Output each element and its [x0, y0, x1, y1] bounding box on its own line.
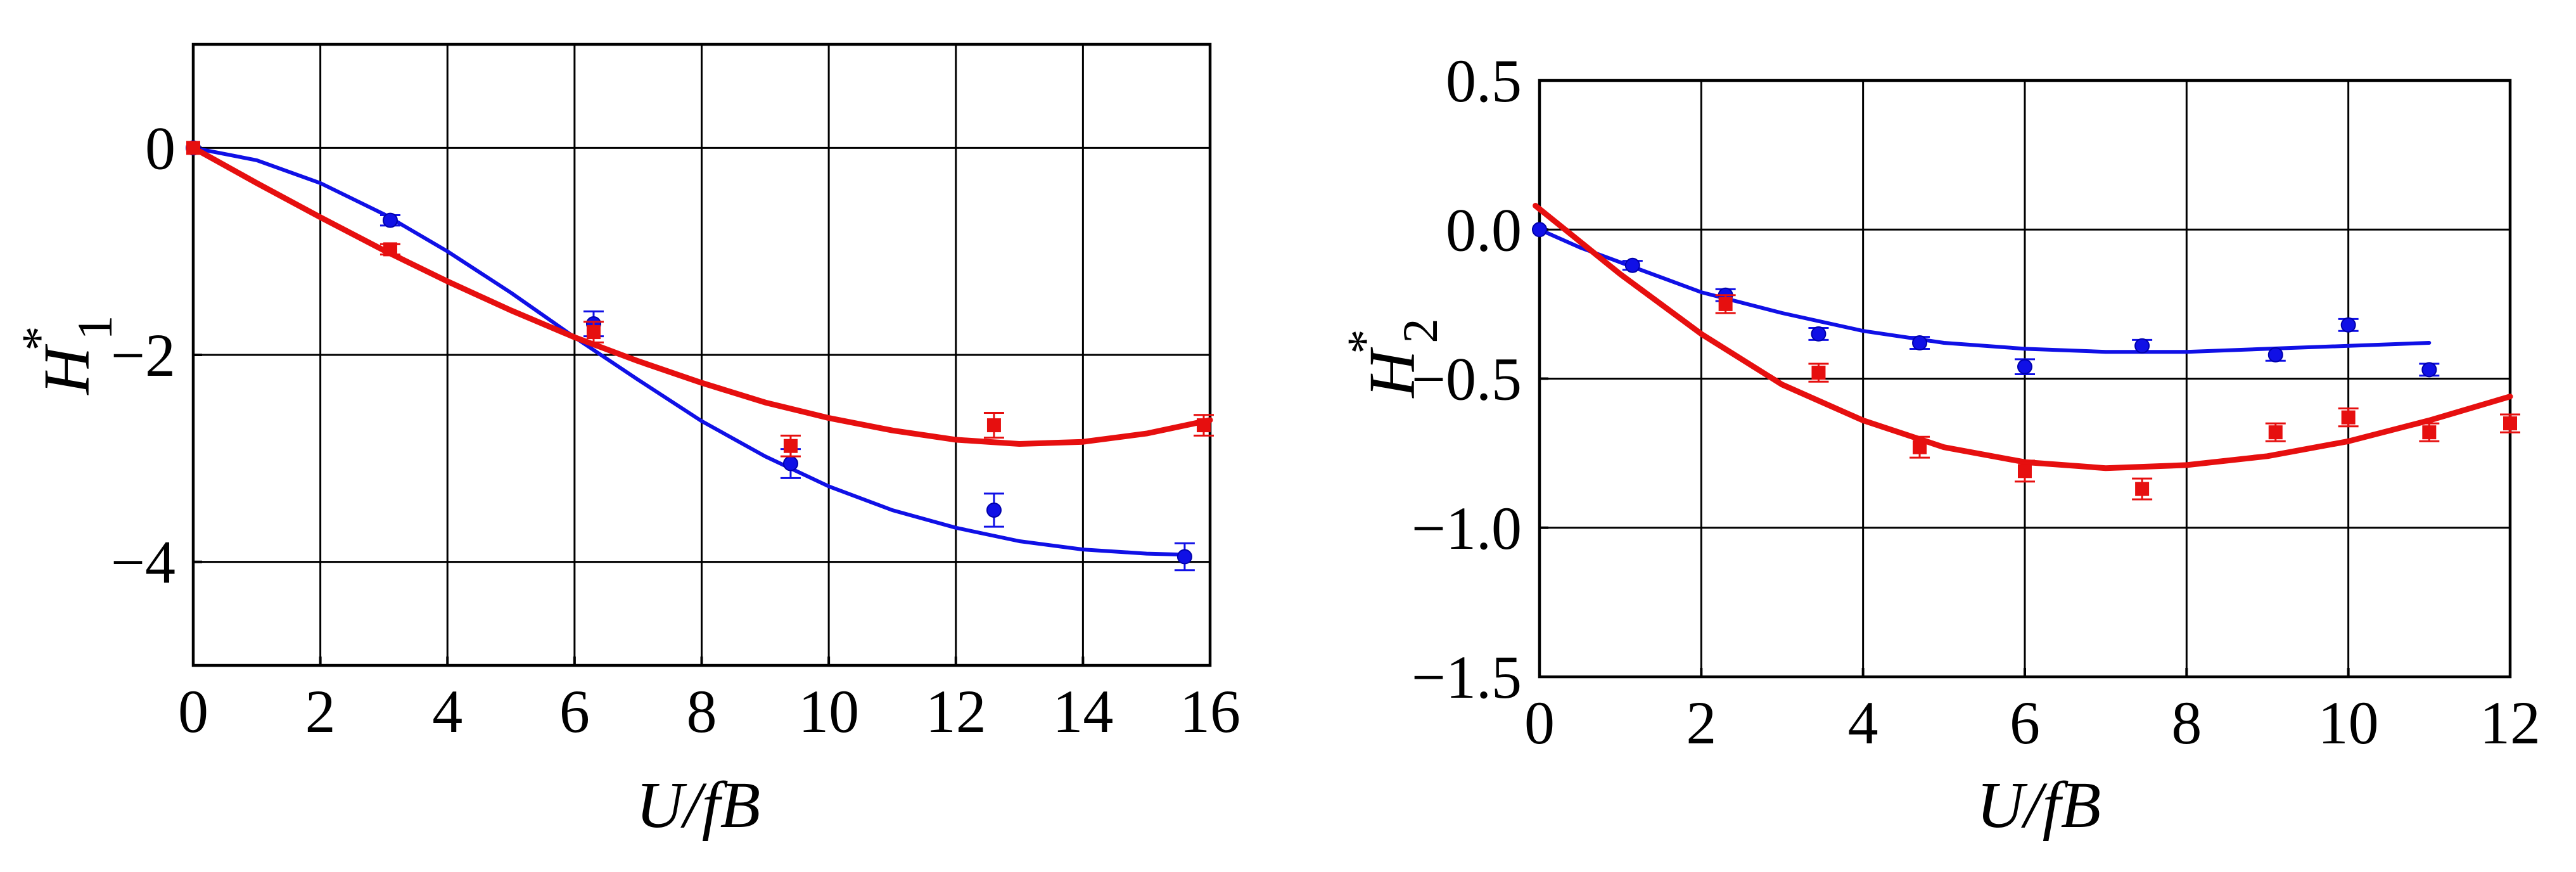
- chart2-series-red-point: [1811, 366, 1826, 380]
- chart1-xtick-label: 6: [559, 677, 590, 745]
- chart2-ytick-label: 0.5: [1446, 47, 1522, 115]
- chart1-ylabel-sub: 1: [67, 315, 122, 340]
- chart1-xtick-label: 8: [687, 677, 717, 745]
- chart2-series-blue-point: [2267, 347, 2283, 362]
- chart1-xtick-label: 0: [178, 677, 208, 745]
- chart2-ylabel-sub: 2: [1393, 318, 1448, 343]
- chart1-series-red-point: [383, 242, 397, 257]
- chart2-ytick-label: −1.0: [1412, 494, 1522, 562]
- chart1-xtick-label: 10: [798, 677, 859, 745]
- chart2-series-red-point: [2135, 482, 2150, 496]
- chart2-series-red-point: [2422, 425, 2437, 440]
- chart2-ytick-label: −0.5: [1412, 345, 1522, 413]
- chart1-xlabel: U/fB: [636, 769, 760, 842]
- chart2-series-red-point: [1913, 440, 1927, 454]
- chart2-series-red-point: [2503, 416, 2517, 431]
- chart2-series-blue-fit-curve: [1538, 228, 2432, 354]
- chart1-xtick-label: 2: [305, 677, 336, 745]
- chart2-series-blue-point: [2340, 317, 2356, 333]
- chart1-ylabel: H*1: [11, 315, 122, 395]
- chart1-series-blue-fit-curve: [191, 146, 1187, 557]
- chart1-series-blue-point: [382, 212, 398, 228]
- svg-text:H*1: H*1: [11, 315, 122, 395]
- chart1-series-red-point: [1196, 418, 1211, 433]
- chart2-xtick-label: 10: [2318, 689, 2379, 757]
- chart1-ylabel-base: H: [30, 344, 103, 396]
- chart-h1: 0 2 4 6 8 10 12 14 16 −4 −2 0: [111, 42, 1240, 745]
- chart2-series-red-point: [1718, 297, 1733, 311]
- chart2-ytick-label: −1.5: [1412, 643, 1522, 711]
- chart1-series-red-fit-curve: [190, 144, 1213, 447]
- chart1-xtick-label: 16: [1180, 677, 1240, 745]
- chart1-series-red-point: [186, 141, 200, 155]
- chart2-series-blue-point: [2134, 338, 2150, 354]
- chart2-ytick-label: 0.0: [1446, 196, 1522, 264]
- chart2-xtick-label: 6: [2010, 689, 2040, 757]
- chart2-ylabel-sup: *: [1337, 329, 1392, 354]
- chart2-series-red-point: [2268, 425, 2283, 440]
- chart2-series-red-point: [2341, 410, 2356, 425]
- chart2-xtick-label: 0: [1524, 689, 1555, 757]
- chart2-series-blue-point: [1912, 335, 1928, 351]
- chart2-series-blue-point: [2017, 359, 2032, 375]
- chart1-xtick-label: 14: [1052, 677, 1113, 745]
- chart1-series-blue-point: [986, 503, 1002, 518]
- chart2-xtick-label: 12: [2480, 689, 2541, 757]
- chart1-series-blue-point: [782, 456, 798, 471]
- chart2-xlabel: U/fB: [1977, 769, 2101, 842]
- svg-text:H*2: H*2: [1337, 318, 1448, 399]
- chart2-series-red-point: [2018, 464, 2032, 478]
- chart1-series-blue-point: [1176, 549, 1192, 565]
- chart2-ylabel-base: H: [1356, 347, 1429, 399]
- chart2-series-blue-point: [1532, 222, 1547, 238]
- chart2-ylabel: H*2: [1337, 318, 1448, 399]
- chart1-ylabel-sup: *: [11, 326, 67, 350]
- chart2-xtick-label: 4: [1848, 689, 1878, 757]
- chart2-series-blue-point: [2421, 362, 2437, 378]
- chart1-ytick-label: 0: [145, 114, 175, 182]
- chart1-xtick-label: 4: [432, 677, 462, 745]
- chart2-xtick-label: 8: [2171, 689, 2202, 757]
- chart2-xtick-label: 2: [1686, 689, 1716, 757]
- chart1-xtick-label: 12: [926, 677, 986, 745]
- chart1-ytick-label: −4: [111, 529, 175, 596]
- chart2-series-blue-point: [1811, 326, 1827, 342]
- chart2-series-blue-point: [1624, 257, 1640, 273]
- chart1-series-red-point: [586, 325, 601, 340]
- chart1-series-red-point: [783, 439, 798, 453]
- chart1-series-red-point: [986, 418, 1001, 433]
- chart-h2: 0 2 4 6 8 10 12 −1.5 −1.0 −0.5 0.0 0.5: [1412, 47, 2541, 757]
- chart1-ytick-label: −2: [111, 321, 175, 389]
- chart2-series-red-fit-curve: [1533, 203, 2513, 471]
